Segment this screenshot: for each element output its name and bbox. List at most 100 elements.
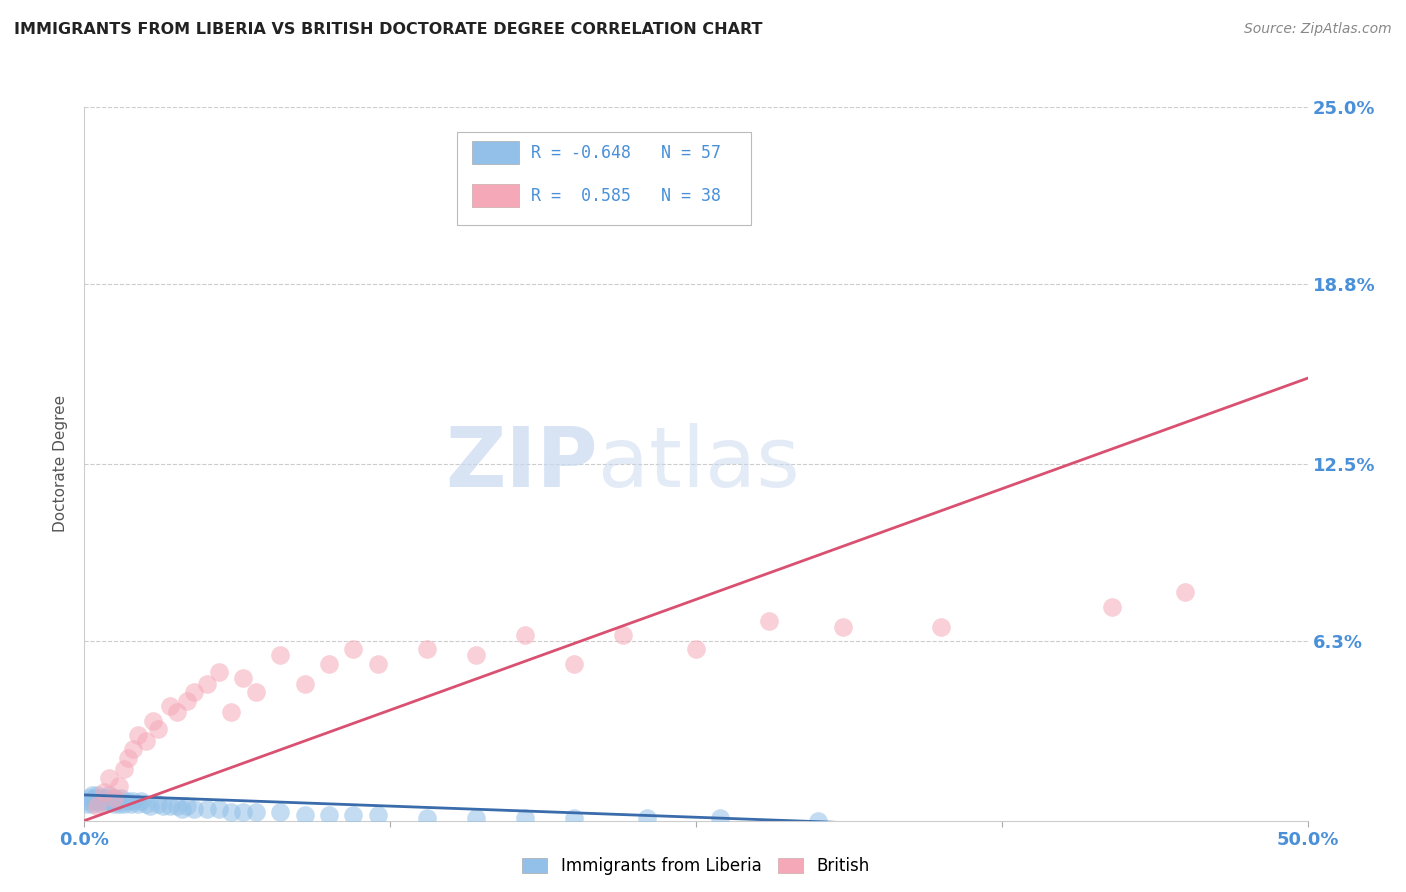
Point bbox=[90, 797, 112, 811]
Point bbox=[318, 808, 340, 822]
Point bbox=[159, 799, 181, 814]
Point bbox=[93, 794, 115, 808]
Point bbox=[146, 723, 169, 737]
Point bbox=[90, 794, 112, 808]
Point bbox=[97, 788, 120, 802]
Point bbox=[176, 694, 198, 708]
Point bbox=[269, 648, 291, 662]
Point bbox=[107, 797, 129, 811]
Point bbox=[103, 790, 125, 805]
Point bbox=[367, 657, 389, 671]
Point bbox=[117, 794, 139, 808]
Point bbox=[93, 790, 115, 805]
Text: atlas: atlas bbox=[598, 424, 800, 504]
Text: Source: ZipAtlas.com: Source: ZipAtlas.com bbox=[1244, 22, 1392, 37]
Point bbox=[135, 797, 157, 811]
Point bbox=[1101, 599, 1123, 614]
Point bbox=[489, 157, 512, 171]
Legend: Immigrants from Liberia, British: Immigrants from Liberia, British bbox=[515, 849, 877, 884]
Point bbox=[152, 799, 174, 814]
Point bbox=[195, 676, 218, 690]
Point bbox=[269, 805, 291, 819]
FancyBboxPatch shape bbox=[457, 132, 751, 225]
Text: IMMIGRANTS FROM LIBERIA VS BRITISH DOCTORATE DEGREE CORRELATION CHART: IMMIGRANTS FROM LIBERIA VS BRITISH DOCTO… bbox=[14, 22, 762, 37]
Point bbox=[183, 685, 205, 699]
Point bbox=[103, 790, 125, 805]
Point bbox=[219, 805, 242, 819]
Point bbox=[562, 657, 585, 671]
Point bbox=[77, 790, 100, 805]
Point bbox=[122, 742, 145, 756]
Point bbox=[416, 811, 439, 825]
Point bbox=[176, 799, 198, 814]
Point bbox=[103, 797, 125, 811]
Text: R = -0.648   N = 57: R = -0.648 N = 57 bbox=[531, 144, 721, 161]
Point bbox=[208, 665, 231, 680]
Point bbox=[183, 802, 205, 816]
Point bbox=[831, 619, 853, 633]
Point bbox=[416, 642, 439, 657]
Point bbox=[93, 785, 115, 799]
Point bbox=[562, 811, 585, 825]
Point bbox=[97, 794, 120, 808]
Point bbox=[112, 797, 135, 811]
Point bbox=[86, 799, 108, 814]
Point bbox=[245, 685, 267, 699]
Point bbox=[83, 790, 105, 805]
FancyBboxPatch shape bbox=[472, 141, 519, 164]
Point bbox=[77, 794, 100, 808]
Point bbox=[513, 628, 536, 642]
Text: R =  0.585   N = 38: R = 0.585 N = 38 bbox=[531, 186, 721, 204]
Point bbox=[367, 808, 389, 822]
Point bbox=[120, 797, 142, 811]
Point bbox=[142, 714, 165, 728]
FancyBboxPatch shape bbox=[472, 184, 519, 207]
Point bbox=[195, 802, 218, 816]
Point bbox=[929, 619, 952, 633]
Point bbox=[219, 705, 242, 719]
Point bbox=[807, 814, 830, 828]
Point bbox=[117, 751, 139, 765]
Point bbox=[122, 794, 145, 808]
Point bbox=[166, 799, 188, 814]
Point bbox=[110, 790, 132, 805]
Point bbox=[172, 802, 194, 816]
Point bbox=[166, 705, 188, 719]
Point bbox=[636, 811, 658, 825]
Point bbox=[105, 794, 128, 808]
Point bbox=[464, 648, 486, 662]
Y-axis label: Doctorate Degree: Doctorate Degree bbox=[53, 395, 69, 533]
Point bbox=[135, 733, 157, 747]
Point bbox=[129, 794, 152, 808]
Point bbox=[342, 642, 364, 657]
Point bbox=[80, 797, 103, 811]
Point bbox=[146, 797, 169, 811]
Point bbox=[107, 780, 129, 794]
Point bbox=[80, 788, 103, 802]
Point bbox=[318, 657, 340, 671]
Point bbox=[208, 802, 231, 816]
Point bbox=[758, 614, 780, 628]
Point bbox=[1174, 585, 1197, 599]
Point bbox=[294, 676, 316, 690]
Point bbox=[464, 811, 486, 825]
Point bbox=[97, 771, 120, 785]
Point bbox=[139, 799, 162, 814]
Point bbox=[685, 642, 707, 657]
Text: ZIP: ZIP bbox=[446, 424, 598, 504]
Point bbox=[110, 794, 132, 808]
Point bbox=[709, 811, 731, 825]
Point bbox=[232, 805, 254, 819]
Point bbox=[87, 790, 110, 805]
Point bbox=[76, 797, 98, 811]
Point bbox=[112, 762, 135, 776]
Point bbox=[86, 790, 108, 805]
Point bbox=[245, 805, 267, 819]
Point bbox=[83, 794, 105, 808]
Point bbox=[127, 728, 149, 742]
Point bbox=[612, 628, 634, 642]
Point bbox=[100, 794, 122, 808]
Point bbox=[127, 797, 149, 811]
Point bbox=[96, 790, 118, 805]
Point bbox=[159, 699, 181, 714]
